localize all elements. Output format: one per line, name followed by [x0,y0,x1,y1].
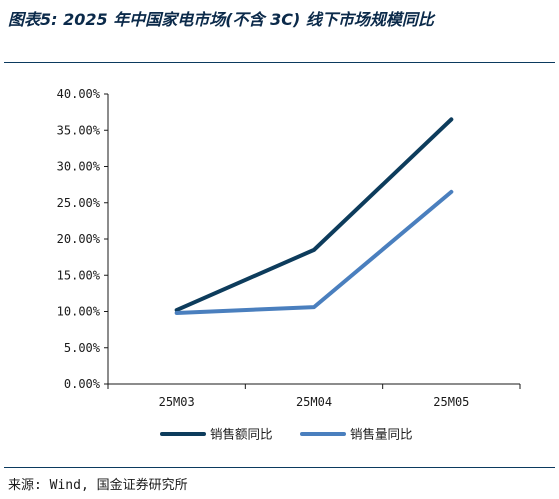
series-line-1 [174,117,454,313]
series-line-2 [174,189,454,315]
y-tick-label: 30.00% [57,160,101,174]
y-tick-label: 20.00% [57,232,101,246]
legend-label-1: 销售额同比 [210,427,273,442]
y-tick-label: 40.00% [57,87,101,101]
top-divider [4,62,555,63]
bottom-divider [4,467,555,468]
x-axis-ticks: 25M03 25M04 25M05 [107,384,521,409]
series-lines [174,117,454,315]
x-tick-label: 25M05 [433,395,469,409]
x-tick-label: 25M04 [296,395,332,409]
y-tick-label: 15.00% [57,268,101,282]
legend-label-2: 销售量同比 [350,427,413,442]
y-axis-ticks: 0.00% 5.00% 10.00% 15.00% 20.00% 25.00% 30.00%… [57,87,108,391]
chart-axes [107,94,520,385]
chart-legend: 销售额同比 销售量同比 [160,427,413,442]
y-tick-label: 10.00% [57,305,101,319]
chart-title: 图表5: 2025 年中国家电市场(不含 3C) 线下市场规模同比 [8,10,434,29]
source-note: 来源: Wind, 国金证券研究所 [8,478,188,493]
y-tick-label: 25.00% [57,196,101,210]
x-tick-label: 25M03 [159,395,195,409]
y-tick-label: 0.00% [64,377,101,391]
y-tick-label: 35.00% [57,123,101,137]
y-tick-label: 5.00% [64,341,101,355]
